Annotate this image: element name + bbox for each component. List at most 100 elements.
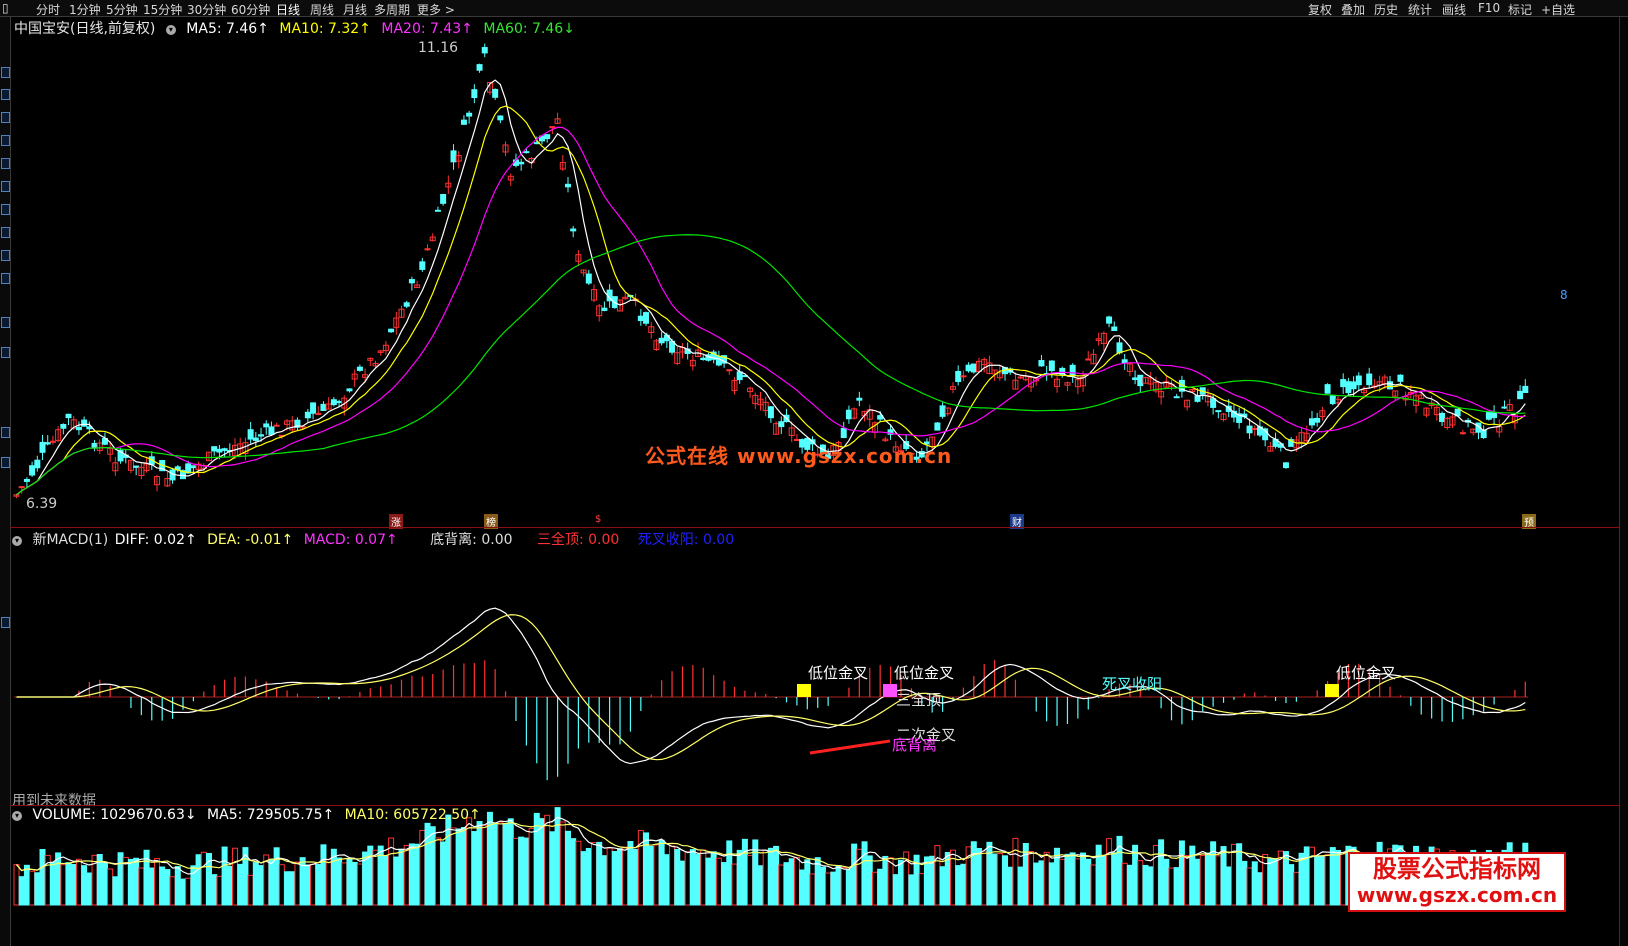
- volume-bar: [232, 847, 239, 906]
- volume-bar: [955, 865, 962, 906]
- volume-settings-icon[interactable]: ▾: [12, 811, 22, 821]
- volume-bar: [1033, 862, 1040, 906]
- tool-icon[interactable]: [1, 204, 10, 215]
- candle-body: [1137, 374, 1144, 387]
- tab-more[interactable]: 更多 >: [417, 3, 455, 17]
- tool-icon[interactable]: [1, 273, 10, 284]
- volume-bar: [1132, 844, 1139, 906]
- candle-body: [622, 296, 629, 300]
- tool-icon[interactable]: [1, 135, 10, 146]
- tool-icon[interactable]: [1, 89, 10, 100]
- volume-bar: [1090, 864, 1097, 906]
- tool-icon[interactable]: [1, 617, 10, 628]
- tool-icon[interactable]: [1, 250, 10, 261]
- volume-bar: [1100, 855, 1107, 906]
- candle-body: [221, 448, 228, 451]
- volume-bar: [247, 874, 254, 906]
- panel-divider[interactable]: [10, 805, 1620, 806]
- volume-bar: [783, 862, 790, 906]
- tab-1min[interactable]: 1分钟: [69, 3, 101, 17]
- volume-bar: [908, 874, 915, 906]
- candle-body: [1423, 407, 1430, 416]
- candle-body: [372, 362, 379, 367]
- tool-icon[interactable]: [1, 158, 10, 169]
- volume-bar: [819, 866, 826, 906]
- candle-body: [1210, 398, 1217, 408]
- event-marker-yu[interactable]: 预: [1522, 514, 1536, 529]
- candle-body: [18, 486, 25, 489]
- candle-body: [55, 429, 62, 441]
- tool-icon[interactable]: [1, 112, 10, 123]
- candle-body: [1324, 384, 1331, 394]
- volume-bar: [559, 821, 566, 906]
- overlay-button[interactable]: 叠加: [1341, 3, 1366, 17]
- candle-body: [1418, 394, 1425, 399]
- candle-body: [658, 337, 665, 344]
- volume-bar: [211, 874, 218, 906]
- volume-bar: [414, 843, 421, 906]
- volume-bar: [1069, 852, 1076, 906]
- right-scroll-edge[interactable]: [1619, 17, 1628, 946]
- f10-button[interactable]: F10: [1478, 1, 1501, 15]
- candle-body: [1303, 432, 1310, 442]
- volume-bar: [721, 862, 728, 906]
- fuquan-button[interactable]: 复权: [1308, 3, 1333, 17]
- draw-button[interactable]: 画线: [1442, 3, 1467, 17]
- stats-button[interactable]: 统计: [1408, 3, 1433, 17]
- tab-fenshi[interactable]: 分时: [36, 3, 61, 17]
- add-watchlist-button[interactable]: +自选: [1541, 3, 1576, 17]
- tool-icon[interactable]: [1, 317, 10, 328]
- volume-ma10-legend: MA10: 605722.50↑: [344, 807, 481, 823]
- mark-button[interactable]: 标记: [1508, 3, 1533, 17]
- volume-bar: [304, 864, 311, 906]
- tool-icon[interactable]: [1, 181, 10, 192]
- tab-60min[interactable]: 60分钟: [231, 3, 271, 17]
- candle-body: [544, 134, 551, 140]
- tool-icon[interactable]: [1, 227, 10, 238]
- candle-body: [965, 364, 972, 372]
- volume-ma5-legend: MA5: 729505.75↑: [207, 807, 335, 823]
- event-marker-zhang[interactable]: 涨: [389, 514, 403, 529]
- history-button[interactable]: 历史: [1374, 3, 1399, 17]
- candle-body: [1246, 425, 1253, 434]
- tool-icon[interactable]: [1, 347, 10, 358]
- candle-body: [882, 438, 889, 442]
- volume-bar: [1236, 843, 1243, 906]
- volume-bar: [601, 855, 608, 906]
- corner-watermark-line2: www.gszx.com.cn: [1356, 883, 1558, 907]
- volume-bar: [1246, 867, 1253, 906]
- toolbar-collapse-icon[interactable]: ▯: [2, 1, 9, 15]
- volume-bar: [81, 865, 88, 906]
- candle-body: [49, 440, 56, 443]
- volume-bar: [528, 827, 535, 906]
- event-marker-bang[interactable]: 榜: [484, 514, 498, 529]
- tab-15min[interactable]: 15分钟: [143, 3, 183, 17]
- event-marker-dollar[interactable]: $: [595, 514, 602, 525]
- candle-body: [1054, 378, 1061, 387]
- tab-multi-period[interactable]: 多周期: [374, 3, 411, 17]
- candle-body: [1173, 396, 1180, 399]
- panel-divider[interactable]: [10, 527, 1620, 528]
- tool-icon[interactable]: [1, 67, 10, 78]
- tab-daily[interactable]: 日线: [276, 3, 301, 17]
- volume-bar: [1111, 852, 1118, 906]
- candle-body: [1080, 376, 1087, 387]
- event-marker-cai[interactable]: 财: [1010, 514, 1024, 529]
- tab-weekly[interactable]: 周线: [310, 3, 335, 17]
- candle-body: [1132, 377, 1139, 381]
- volume-bar: [492, 823, 499, 906]
- candle-body: [1350, 381, 1357, 390]
- period-toolbar: ▯ 分时 1分钟 5分钟 15分钟 30分钟 60分钟 日线 周线 月线 多周期…: [0, 0, 1628, 17]
- indicator-settings-icon[interactable]: ▾: [165, 25, 176, 35]
- tool-icon[interactable]: [1, 457, 10, 468]
- volume-bar: [611, 851, 618, 906]
- volume-bar: [356, 863, 363, 906]
- candle-body: [476, 64, 483, 71]
- tab-5min[interactable]: 5分钟: [106, 3, 138, 17]
- candle-body: [434, 209, 441, 212]
- macd-settings-icon[interactable]: ▾: [12, 536, 22, 546]
- tool-icon[interactable]: [1, 427, 10, 438]
- tab-monthly[interactable]: 月线: [343, 3, 368, 17]
- tab-30min[interactable]: 30分钟: [187, 3, 227, 17]
- high-price-label: 11.16: [418, 40, 459, 56]
